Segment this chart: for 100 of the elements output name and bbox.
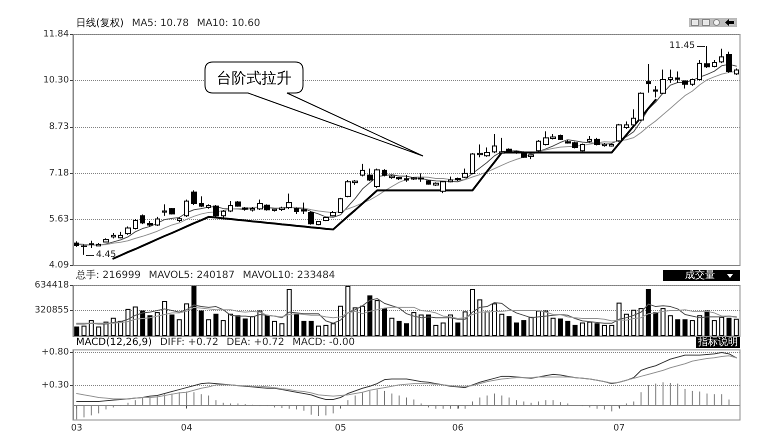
candlestick <box>191 190 197 206</box>
candlestick <box>668 69 673 84</box>
text: MAVOL10: 233484 <box>242 270 336 281</box>
text: DIFF: +0.72 <box>160 337 219 348</box>
candlestick <box>213 204 219 218</box>
bar <box>712 320 717 336</box>
candlestick <box>81 244 87 256</box>
annotation: 11.45 <box>669 40 695 52</box>
bar <box>594 323 600 336</box>
candlestick <box>360 163 365 177</box>
candlestick <box>74 240 79 248</box>
candlestick <box>448 176 453 183</box>
candlestick <box>323 216 329 222</box>
x-tick-label: 04 <box>180 424 193 434</box>
bar <box>404 323 409 336</box>
bar <box>448 314 453 336</box>
annotation: 台阶式拉升 <box>216 68 292 88</box>
candlestick <box>177 217 182 222</box>
bar <box>301 320 306 336</box>
bar <box>323 324 328 336</box>
bar <box>338 306 344 336</box>
bar <box>352 307 358 336</box>
candlestick <box>558 134 563 141</box>
text: MA10: 10.60 <box>196 18 260 29</box>
candlestick <box>272 208 277 212</box>
candlestick <box>308 211 314 226</box>
bar <box>286 289 292 336</box>
line-series <box>76 306 737 324</box>
candlestick <box>140 214 145 225</box>
bar <box>110 318 116 336</box>
candlestick <box>426 179 431 186</box>
bar <box>726 318 732 336</box>
bar <box>242 318 248 336</box>
candlestick <box>514 150 519 154</box>
bar <box>587 322 592 336</box>
bar <box>374 300 380 336</box>
bar <box>308 320 314 336</box>
candlestick <box>221 210 226 218</box>
candlestick <box>719 48 724 64</box>
bar <box>81 326 86 336</box>
bar <box>367 295 372 336</box>
candlestick <box>594 137 600 146</box>
bar <box>257 310 262 336</box>
candlestick <box>301 202 307 214</box>
candlestick <box>462 168 468 179</box>
candlestick <box>712 60 717 68</box>
bar <box>279 323 284 336</box>
candlestick <box>587 136 592 143</box>
candlestick <box>646 64 651 94</box>
bar <box>220 320 226 336</box>
text: 总手: 216999 <box>76 270 141 281</box>
y-tick-label: +0.80 <box>41 348 70 358</box>
annotation: 4.45 <box>96 249 116 261</box>
dropdown-button: 成交量 <box>663 270 740 281</box>
chart-title: MACD(12,26,9) <box>76 337 152 348</box>
bar <box>609 324 614 336</box>
y-tick-label: 8.73 <box>48 122 69 132</box>
candlestick <box>125 226 131 236</box>
candlestick <box>631 108 636 126</box>
bar <box>250 316 256 336</box>
candlestick <box>155 216 160 226</box>
bar <box>389 318 394 336</box>
candlestick <box>470 152 475 175</box>
bar <box>426 314 431 336</box>
candlestick <box>690 78 695 86</box>
bar <box>477 299 482 336</box>
candlestick <box>675 70 680 84</box>
y-tick-label: 5.63 <box>48 214 69 225</box>
y-tick-label: 320855 <box>34 305 69 316</box>
bar <box>514 322 519 336</box>
candlestick <box>294 207 299 214</box>
bar <box>213 314 218 336</box>
candlestick <box>89 240 94 248</box>
bar <box>682 319 688 336</box>
candlestick <box>404 174 409 182</box>
candlestick <box>455 177 461 182</box>
candlestick <box>609 143 614 148</box>
bar <box>345 286 350 336</box>
candlestick <box>250 206 255 212</box>
bar <box>653 312 658 336</box>
chart-title: 日线(复权) <box>76 18 124 29</box>
bar <box>543 310 548 336</box>
bar <box>154 312 160 336</box>
bar <box>176 319 182 336</box>
bar <box>690 320 695 336</box>
bar <box>96 326 102 336</box>
candlestick <box>162 204 167 216</box>
bar <box>492 303 497 336</box>
candlestick <box>704 46 710 68</box>
bar <box>264 315 270 336</box>
candlestick <box>660 69 666 95</box>
bar <box>631 310 636 336</box>
bar <box>330 323 336 336</box>
candlestick <box>338 197 343 214</box>
y-tick-label: 4.09 <box>48 260 70 270</box>
bar <box>162 300 168 336</box>
line-series <box>76 298 737 325</box>
bar <box>125 308 130 336</box>
bar <box>697 315 702 336</box>
text: MACD: -0.00 <box>292 337 355 348</box>
